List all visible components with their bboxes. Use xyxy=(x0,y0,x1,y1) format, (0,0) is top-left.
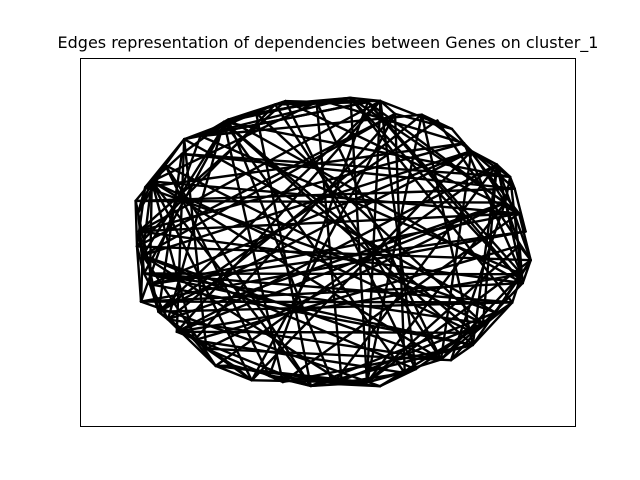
edge xyxy=(504,175,512,204)
edge xyxy=(518,244,524,285)
edge xyxy=(268,100,369,378)
edge xyxy=(222,100,318,124)
edge xyxy=(135,186,147,248)
edge xyxy=(134,199,139,248)
axes-frame xyxy=(80,58,576,427)
edge xyxy=(135,245,143,303)
edge xyxy=(439,149,473,361)
edge xyxy=(150,180,312,388)
edge xyxy=(470,149,512,179)
edge xyxy=(148,149,473,286)
edge xyxy=(164,164,312,388)
edge xyxy=(226,99,287,121)
edge xyxy=(164,137,186,167)
edge xyxy=(365,368,417,384)
edge xyxy=(365,244,521,384)
edge xyxy=(136,211,144,257)
edge xyxy=(495,163,507,204)
edge xyxy=(137,99,382,233)
edge xyxy=(157,99,382,313)
edge xyxy=(513,187,527,233)
edge xyxy=(214,364,254,382)
edge xyxy=(205,347,271,378)
edge xyxy=(284,99,417,371)
edge xyxy=(439,273,523,361)
edge xyxy=(349,96,382,103)
edge xyxy=(365,113,423,384)
edge xyxy=(520,259,532,276)
edge xyxy=(193,244,521,342)
edge xyxy=(175,330,476,334)
edge xyxy=(255,111,485,325)
edge xyxy=(470,149,516,190)
edge xyxy=(379,99,454,131)
edge xyxy=(166,120,226,321)
edge xyxy=(142,272,170,321)
edge xyxy=(175,137,186,333)
chart-title: Edges representation of dependencies bet… xyxy=(57,33,599,52)
edge xyxy=(137,212,521,233)
edge xyxy=(222,120,512,179)
edge xyxy=(273,103,443,361)
edge xyxy=(205,201,507,350)
edge xyxy=(134,187,516,203)
edge xyxy=(222,120,474,347)
edge xyxy=(166,201,507,321)
edge xyxy=(199,134,523,276)
edge xyxy=(222,120,476,334)
edge xyxy=(281,212,521,384)
edge xyxy=(157,119,439,313)
edge xyxy=(180,152,516,190)
edge xyxy=(135,245,146,275)
edge xyxy=(315,100,443,361)
edge xyxy=(175,163,499,333)
edge xyxy=(315,100,343,383)
edge xyxy=(450,127,466,145)
edge xyxy=(141,254,343,383)
edge xyxy=(309,311,497,388)
edge xyxy=(332,382,382,388)
edge xyxy=(366,100,524,285)
edge xyxy=(150,100,318,183)
edge xyxy=(471,301,514,347)
